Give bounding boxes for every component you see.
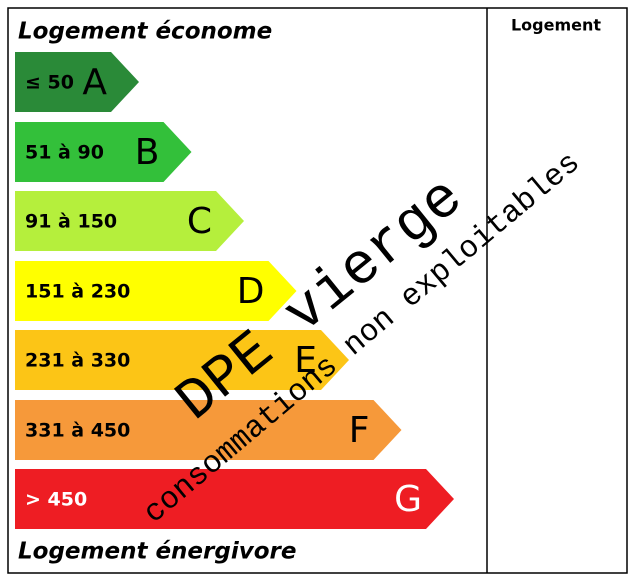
class-letter: F [349,410,370,451]
class-letter: A [82,62,107,103]
class-bar [15,469,454,529]
class-letter: D [237,271,265,312]
class-letter: B [135,132,160,173]
class-bar [15,52,139,112]
class-letter: G [394,479,422,520]
class-bar [15,191,244,251]
class-range: 51 à 90 [25,142,104,164]
footer-title: Logement énergivore [18,539,296,565]
class-range: 331 à 450 [25,420,130,442]
class-letter: C [187,201,212,242]
header-title: Logement économe [18,19,272,45]
column-header: Logement [511,16,601,35]
class-letter: E [294,340,317,381]
class-range: ≤ 50 [25,72,74,94]
class-bar [15,400,402,460]
class-bar [15,330,349,390]
class-range: > 450 [25,489,87,511]
class-range: 151 à 230 [25,281,130,303]
class-bar [15,122,192,182]
class-bars: ≤ 50 A 51 à 90 B 91 à 150 C 151 à 230 D 231 à 33… [15,52,454,529]
class-bar [15,261,297,321]
class-range: 91 à 150 [25,211,117,233]
class-range: 231 à 330 [25,350,130,372]
